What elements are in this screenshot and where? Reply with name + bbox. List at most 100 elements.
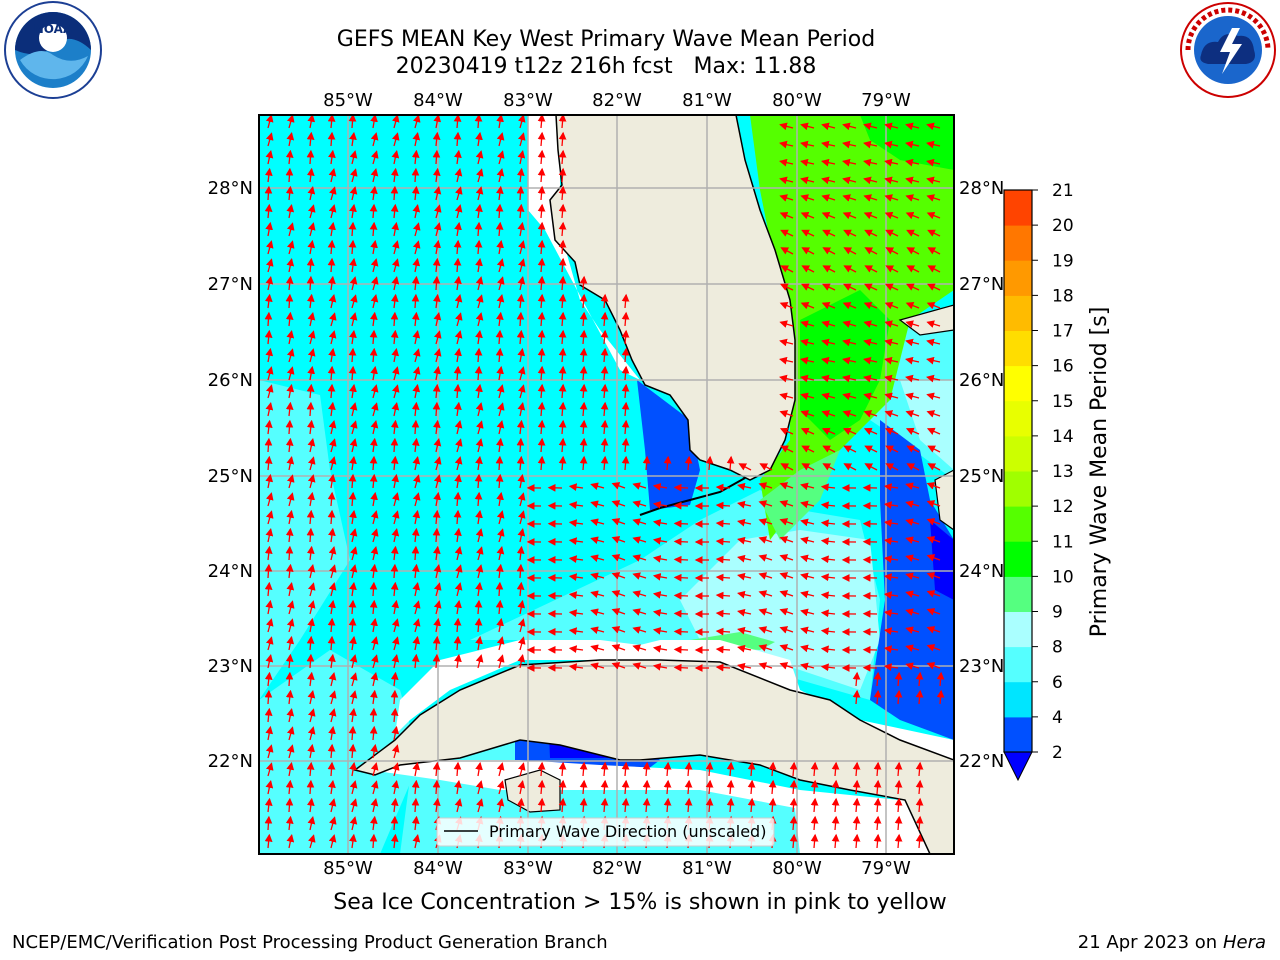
wave-arrow	[820, 573, 836, 582]
wave-arrow	[516, 167, 525, 183]
wave-arrow	[412, 618, 421, 633]
wave-arrow	[474, 365, 483, 381]
lat-label-left: 25°N	[208, 466, 253, 487]
wave-arrow	[391, 762, 400, 777]
wave-arrow	[800, 211, 815, 220]
wave-arrow	[652, 663, 668, 671]
wave-arrow	[558, 221, 567, 237]
wave-arrow	[884, 427, 899, 435]
wave-arrow	[558, 293, 567, 309]
wave-arrow	[758, 662, 773, 670]
wave-arrow	[370, 762, 379, 777]
wave-arrow	[831, 779, 840, 795]
wave-arrow	[474, 473, 483, 489]
wave-arrow	[286, 726, 295, 741]
wave-arrow	[843, 265, 857, 273]
wave-arrow	[800, 608, 815, 617]
wave-arrow	[265, 492, 274, 507]
wave-arrow	[432, 761, 441, 777]
wave-arrow	[590, 572, 605, 581]
wave-arrow	[568, 627, 584, 636]
wave-arrow	[821, 392, 836, 401]
wave-arrow	[801, 265, 815, 273]
wave-arrow	[369, 563, 378, 579]
wave-arrow	[883, 537, 899, 545]
wave-arrow	[652, 519, 668, 527]
colorbar-segment	[1004, 646, 1032, 683]
wave-arrow	[905, 644, 920, 652]
wave-arrow	[906, 229, 920, 237]
wave-arrow	[905, 427, 920, 435]
wave-arrow	[600, 437, 609, 453]
wave-arrow	[632, 500, 647, 508]
wave-arrow	[842, 122, 857, 131]
wave-arrow	[286, 222, 295, 237]
wave-arrow	[307, 222, 316, 237]
wave-arrow	[306, 293, 315, 309]
wave-arrow	[621, 455, 630, 471]
wave-arrow	[412, 492, 421, 507]
wave-arrow	[516, 203, 525, 219]
wave-arrow	[894, 833, 903, 849]
wave-arrow	[568, 483, 584, 492]
colorbar-label: Primary Wave Mean Period [s]	[1087, 307, 1112, 638]
colorbar-tick-label: 19	[1052, 251, 1074, 271]
wave-arrow	[926, 427, 941, 435]
wave-arrow	[568, 537, 584, 546]
wave-arrow	[926, 410, 941, 418]
wave-arrow	[884, 320, 899, 328]
wave-arrow	[715, 609, 731, 618]
wave-arrow	[705, 761, 714, 777]
wave-arrow	[327, 257, 336, 273]
colorbar-segment	[1004, 716, 1032, 753]
wave-arrow	[474, 239, 483, 255]
wave-arrow	[905, 500, 920, 508]
wave-arrow	[432, 509, 441, 525]
wave-arrow	[286, 761, 295, 777]
wave-arrow	[474, 491, 483, 507]
wave-arrow	[412, 474, 421, 489]
wave-arrow	[391, 347, 400, 363]
wave-arrow	[885, 283, 899, 291]
wave-arrow	[780, 265, 794, 273]
wave-arrow	[863, 427, 878, 435]
wave-arrow	[537, 437, 546, 453]
wave-arrow	[433, 491, 441, 507]
wave-arrow	[906, 463, 920, 471]
wave-arrow	[285, 779, 294, 795]
wave-arrow	[863, 176, 878, 185]
wave-arrow	[496, 365, 504, 381]
wave-arrow	[350, 420, 358, 435]
wave-arrow	[590, 518, 605, 527]
wave-arrow	[328, 456, 337, 471]
wave-arrow	[286, 744, 295, 759]
wave-arrow	[390, 581, 399, 597]
wave-arrow	[433, 617, 441, 633]
colorbar-segment	[1004, 225, 1032, 261]
wave-arrow	[411, 401, 420, 417]
wave-arrow	[579, 455, 588, 471]
lat-label-right: 28°N	[959, 178, 1004, 199]
wave-arrow	[475, 509, 483, 525]
wave-arrow	[412, 115, 421, 129]
wave-arrow	[600, 779, 609, 795]
wave-arrow	[663, 455, 672, 471]
wave-arrow	[412, 456, 421, 471]
wave-arrow	[454, 294, 463, 309]
wave-arrow	[329, 564, 337, 579]
wave-arrow	[737, 590, 752, 599]
wave-arrow	[705, 779, 714, 795]
lon-label-top: 83°W	[503, 90, 553, 111]
wave-arrow	[842, 211, 857, 220]
wave-arrow	[391, 258, 400, 273]
wave-arrow	[453, 239, 462, 255]
wave-arrow	[537, 455, 546, 471]
wave-arrow	[349, 203, 357, 219]
wave-arrow	[516, 185, 525, 201]
wave-arrow	[652, 627, 668, 635]
lon-label-top: 84°W	[413, 90, 463, 111]
wave-arrow	[517, 473, 526, 489]
wave-arrow	[926, 536, 941, 544]
wave-arrow	[568, 555, 584, 564]
wave-arrow	[801, 463, 815, 471]
